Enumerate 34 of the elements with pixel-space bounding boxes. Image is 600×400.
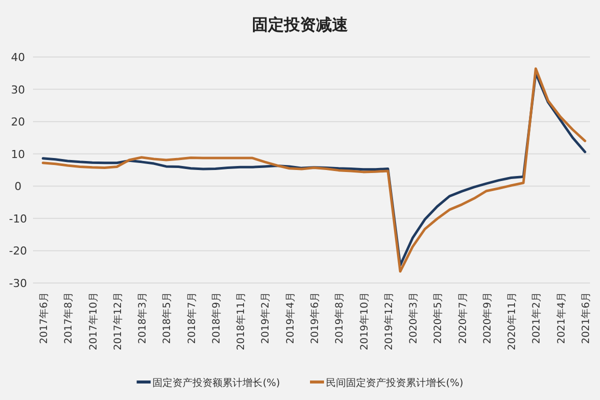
x-tick-label: 2020年9月 [481,292,494,344]
x-tick-label: 2017年10月 [87,292,100,350]
x-tick-label: 2021年6月 [580,292,592,344]
x-tick-label: 2019年8月 [334,292,346,344]
y-tick-label: -30 [9,277,27,290]
legend-label: 固定资产投资额累计增长(%) [152,377,280,389]
y-tick-label: -20 [9,244,27,258]
x-tick-label: 2018年9月 [210,292,222,344]
x-tick-label: 2017年8月 [62,292,75,344]
x-tick-label: 2020年11月 [506,292,518,350]
x-tick-label: 2019年4月 [284,292,296,344]
x-tick-label: 2019年2月 [260,292,272,344]
y-tick-label: -10 [9,212,27,226]
legend-label: 民间固定资产投资累计增长(%) [326,377,464,389]
x-tick-label: 2018年11月 [235,292,248,350]
x-tick-label: 2017年12月 [112,292,124,350]
x-tick-label: 2019年12月 [382,292,395,350]
y-tick-label: 20 [11,116,25,129]
x-tick-label: 2021年2月 [530,292,543,344]
x-tick-label: 2018年5月 [161,292,174,344]
x-tick-label: 2021年4月 [555,292,568,344]
x-tick-label: 2018年7月 [186,292,198,344]
x-tick-label: 2019年10月 [358,292,370,350]
x-tick-label: 2018年3月 [136,292,149,344]
y-tick-label: 10 [11,148,25,161]
chart-title: 固定投资减速 [252,15,349,34]
x-tick-label: 2020年3月 [408,292,420,344]
x-tick-label: 2020年5月 [432,292,444,344]
y-tick-label: 40 [11,51,25,64]
x-tick-label: 2020年7月 [456,292,469,344]
x-tick-label: 2019年6月 [309,292,321,344]
y-tick-label: 30 [11,83,25,96]
x-tick-label: 2017年6月 [38,292,50,344]
y-tick-label: 0 [14,180,22,194]
